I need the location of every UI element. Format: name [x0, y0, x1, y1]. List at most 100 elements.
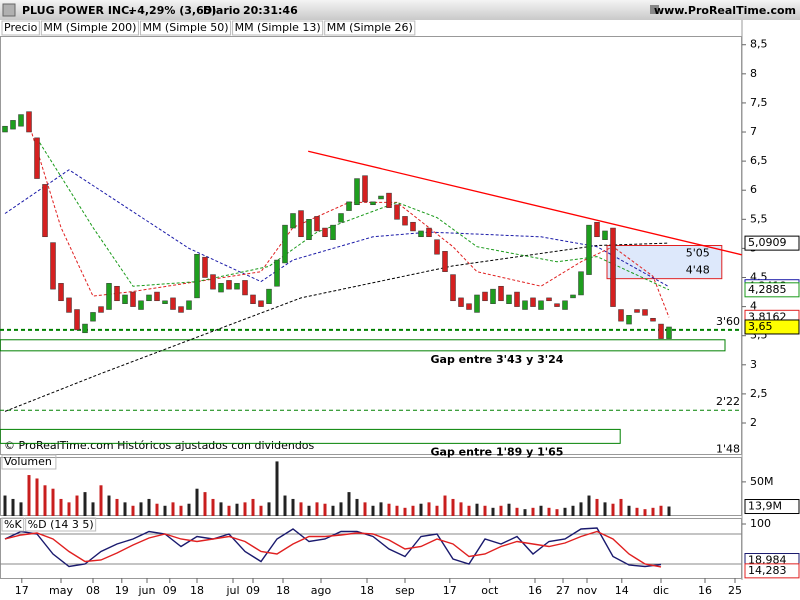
candle — [122, 294, 128, 304]
volume-bar — [219, 502, 223, 516]
volume-bar — [571, 505, 575, 516]
candle — [34, 137, 40, 179]
x-tick-label: 27 — [556, 584, 570, 597]
volume-bar — [3, 495, 7, 516]
volume-bar — [483, 505, 487, 516]
candle — [258, 300, 264, 307]
volume-bar — [11, 498, 15, 516]
volume-bar — [307, 505, 311, 516]
volume-bar — [635, 507, 639, 516]
candle — [594, 221, 600, 238]
volume-bar — [411, 505, 415, 516]
candle — [322, 227, 328, 238]
oscillator-label: 18,984 — [748, 554, 787, 567]
y-tick-label: 8 — [750, 67, 757, 80]
legend-entry: MM (Simple 26) — [327, 21, 413, 34]
candle — [618, 309, 624, 322]
volume-label: 13,9M — [748, 500, 782, 513]
volume-bar — [67, 502, 71, 516]
volume-label-box — [744, 499, 800, 515]
volume-bar — [275, 461, 279, 516]
volume-bar — [387, 503, 391, 516]
volume-bar — [251, 498, 255, 516]
volume-bar — [147, 498, 151, 516]
volume-bar — [491, 507, 495, 516]
candle — [450, 274, 456, 302]
candle — [306, 219, 312, 240]
volume-bar — [523, 509, 527, 516]
candle — [26, 111, 32, 133]
price-label: 3,65 — [748, 320, 773, 333]
candle — [90, 312, 96, 322]
volume-bar — [363, 502, 367, 516]
x-tick-label: ago — [311, 584, 332, 597]
candle — [234, 283, 240, 290]
volume-bar — [91, 502, 95, 516]
x-tick-label: oct — [481, 584, 499, 597]
price-label-box — [744, 235, 800, 251]
oscillator-label-box — [744, 563, 800, 579]
volume-bar — [299, 502, 303, 516]
volume-bar — [475, 503, 479, 516]
candle — [394, 204, 400, 220]
candle — [378, 195, 384, 200]
y-tick-label: 2 — [750, 416, 757, 429]
volume-bar — [459, 502, 463, 516]
volume-bar — [555, 509, 559, 516]
candle — [370, 201, 376, 206]
candle — [538, 300, 544, 310]
header-title: PLUG POWER INC. — [22, 4, 133, 17]
volume-bar — [547, 507, 551, 516]
header-time: 20:31:46 — [243, 4, 298, 17]
menu-icon[interactable] — [2, 3, 16, 17]
y-tick-label: 3 — [750, 358, 757, 371]
window-button[interactable] — [650, 5, 659, 14]
y-tick-label: 4 — [750, 300, 757, 313]
candle — [386, 192, 392, 208]
volume-bar — [379, 502, 383, 516]
volume-bar — [115, 498, 119, 516]
panel-title: Volumen — [4, 455, 52, 468]
x-tick-label: 09 — [163, 584, 177, 597]
volume-bar — [667, 506, 671, 516]
x-tick-label: 25 — [728, 584, 742, 597]
y-tick-label: 50M — [750, 475, 774, 488]
header-period: Diario — [203, 4, 241, 17]
volume-bar — [227, 505, 231, 516]
x-tick-label: 19 — [115, 584, 129, 597]
volume-bar — [27, 475, 31, 516]
volume-bar — [171, 502, 175, 516]
legend-box — [139, 20, 232, 36]
candle — [466, 303, 472, 310]
volume-bar — [59, 498, 63, 516]
volume-bar — [451, 498, 455, 516]
candle — [146, 294, 152, 302]
candle — [554, 303, 560, 307]
volume-bar — [267, 502, 271, 516]
candle — [602, 230, 608, 240]
volume-bar — [371, 505, 375, 516]
legend-box — [1, 20, 40, 36]
candle — [634, 309, 640, 313]
candle — [546, 297, 552, 302]
volume-bar — [163, 505, 167, 516]
candle — [442, 251, 448, 272]
volume-bar — [283, 495, 287, 516]
volume-bar — [427, 502, 431, 516]
volume-bar — [531, 507, 535, 516]
candle — [522, 300, 528, 310]
volume-bar — [539, 505, 543, 516]
candle — [530, 297, 536, 307]
candle — [330, 224, 336, 240]
volume-bar — [315, 502, 319, 516]
candle — [162, 300, 168, 304]
volume-bar — [123, 502, 127, 516]
candle — [354, 178, 360, 206]
candle — [282, 224, 288, 264]
candle — [434, 239, 440, 255]
candle — [666, 326, 672, 339]
y-tick-label: 6 — [750, 183, 757, 196]
x-tick-label: dic — [653, 584, 669, 597]
volume-bar — [595, 498, 599, 516]
legend-box — [232, 20, 324, 36]
